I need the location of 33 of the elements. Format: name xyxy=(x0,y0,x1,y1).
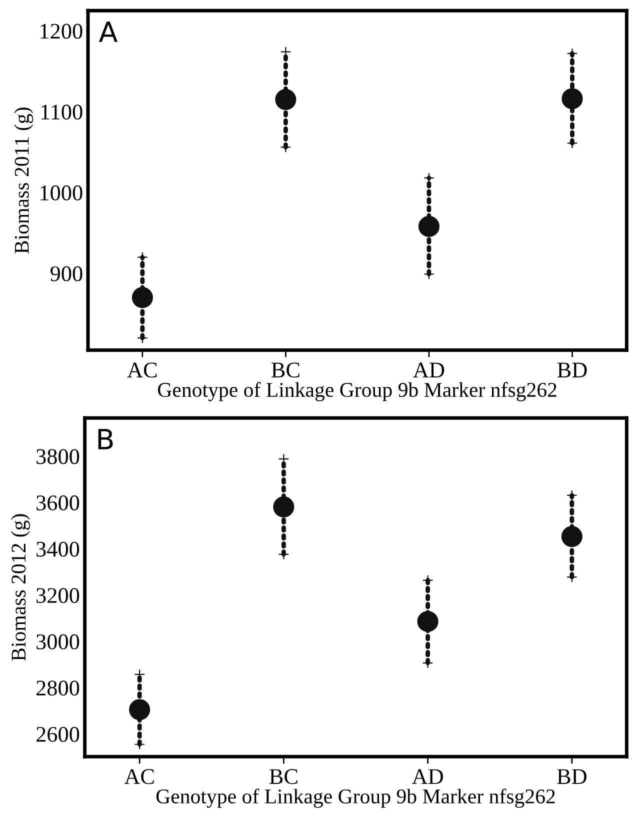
y-tick-label: 3200 xyxy=(36,588,80,604)
x-tick-label: BD xyxy=(557,769,586,784)
y-tick-label: 1100 xyxy=(41,104,82,120)
x-tick-label: AC xyxy=(127,362,157,378)
y-tick-label: 3400 xyxy=(36,542,80,557)
point xyxy=(561,526,582,548)
y-tick-label: 3600 xyxy=(36,495,80,510)
point xyxy=(418,216,440,237)
x-tick-label: BD xyxy=(557,362,587,378)
point xyxy=(562,88,583,110)
y-axis-title: Biomass 2011 (g) xyxy=(14,108,34,254)
x-tick-label: BC xyxy=(270,769,298,784)
x-tick-label: AD xyxy=(412,769,443,784)
point xyxy=(273,496,294,518)
point xyxy=(275,89,296,110)
x-tick-label: BC xyxy=(272,362,300,378)
y-tick-label: 2800 xyxy=(36,680,80,696)
y-tick-label: 1000 xyxy=(40,185,82,200)
chart-title: B xyxy=(98,429,113,450)
y-axis-title: Biomass 2012 (g) xyxy=(11,514,30,661)
y-tick-label: 2600 xyxy=(36,726,80,742)
chart-title: A xyxy=(98,22,118,42)
x-axis-title: Genotype of Linkage Group 9b Marker nfsg262 xyxy=(156,788,555,808)
point xyxy=(129,699,150,720)
point xyxy=(417,610,438,632)
x-tick-label: AD xyxy=(413,362,444,378)
x-tick-label: AC xyxy=(124,769,154,784)
y-tick-label: 1200 xyxy=(40,24,82,39)
point xyxy=(132,287,153,308)
y-tick-label: 3000 xyxy=(36,634,80,650)
y-tick-label: 900 xyxy=(50,266,82,282)
x-axis-title: Genotype of Linkage Group 9b Marker nfsg262 xyxy=(158,382,556,402)
y-tick-label: 3800 xyxy=(36,449,80,464)
